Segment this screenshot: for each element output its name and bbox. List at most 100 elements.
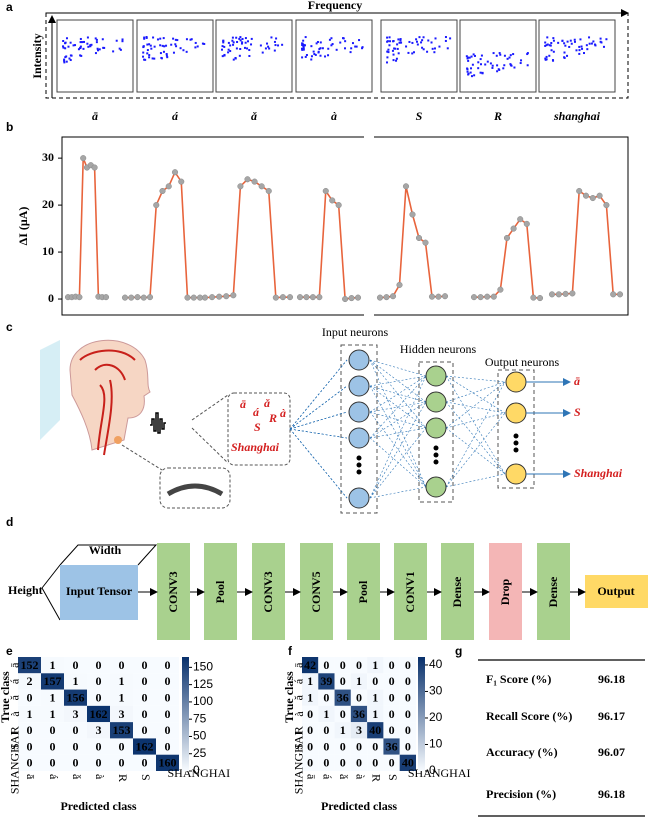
scatter-dot <box>411 52 414 55</box>
y-tick-label: 0 <box>48 291 54 305</box>
cell <box>133 673 156 690</box>
marker <box>435 293 442 300</box>
scatter-dot <box>143 58 146 61</box>
cell <box>302 689 319 706</box>
cell-label: 0 <box>307 756 313 770</box>
word: à <box>280 406 286 420</box>
scatter-dot <box>335 48 338 51</box>
scatter-dot <box>344 47 347 50</box>
cell-label: 0 <box>356 756 362 770</box>
marker <box>76 294 83 301</box>
cell-label: 0 <box>96 658 102 672</box>
scatter-dot <box>509 64 512 67</box>
cell-label: 156 <box>67 690 85 704</box>
marker <box>244 176 251 183</box>
colorbar-tick-label: 125 <box>193 677 213 691</box>
cell-label: 0 <box>372 739 378 753</box>
scatter-dot <box>227 48 230 51</box>
marker <box>134 294 141 301</box>
cell <box>41 754 64 771</box>
scatter-dot <box>579 38 582 41</box>
scatter-dot <box>508 56 511 59</box>
marker <box>165 183 172 190</box>
neuron <box>505 371 527 393</box>
scatter-dot <box>317 51 320 54</box>
word: á <box>253 405 260 419</box>
scatter-dot <box>69 41 72 44</box>
scatter-dot <box>473 74 476 77</box>
scatter-dot <box>95 38 98 41</box>
connection <box>369 375 427 387</box>
marker <box>569 290 576 297</box>
cell-label: 0 <box>405 690 411 704</box>
metric-name: Accuracy (%) <box>486 745 558 759</box>
scatter-dot <box>232 41 235 44</box>
cell-label: 0 <box>165 658 171 672</box>
line <box>474 218 541 299</box>
scatter-dot <box>351 42 354 45</box>
scatter-dot <box>421 39 424 42</box>
cell <box>18 689 41 706</box>
scatter-dot <box>94 52 97 55</box>
connection <box>289 359 348 430</box>
scatter-dot <box>156 38 159 41</box>
cell-label: 0 <box>165 690 171 704</box>
cell <box>334 722 351 739</box>
scatter-dot <box>354 45 357 48</box>
scatter-dot <box>386 56 389 59</box>
scatter-dot <box>243 46 246 49</box>
scatter-box <box>215 19 293 93</box>
y-tick-label: 30 <box>42 150 54 164</box>
scatter-dot <box>479 58 482 61</box>
layer-box <box>497 369 535 489</box>
scatter-dot <box>484 63 487 66</box>
scatter-dot <box>241 37 244 40</box>
marker <box>322 187 329 195</box>
scatter-dot <box>248 54 251 57</box>
scatter-dot <box>267 45 270 48</box>
connection <box>289 428 348 439</box>
scatter-dot <box>497 68 500 71</box>
marker <box>510 225 517 232</box>
scatter-dot <box>498 52 501 55</box>
layer-block <box>60 565 138 620</box>
scatter-dot <box>393 47 396 50</box>
scatter-dot <box>581 47 584 50</box>
cell <box>318 673 335 690</box>
x-tick-label: ā <box>24 774 38 780</box>
scatter-dot <box>444 39 447 42</box>
cell-label: 0 <box>73 658 79 672</box>
x-tick-label: á <box>47 774 61 780</box>
cell-label: 1 <box>323 707 329 721</box>
scatter-dot <box>302 44 305 47</box>
scatter-dot <box>231 36 234 39</box>
cell-label: 3 <box>119 707 125 721</box>
cell <box>110 738 133 755</box>
dim-label: Width <box>89 543 122 557</box>
marker <box>576 187 583 195</box>
y-tick-label: R <box>292 726 306 734</box>
scatter-dot <box>563 51 566 54</box>
marker <box>396 281 403 288</box>
cell-label: 1 <box>73 674 79 688</box>
scatter-dot <box>491 64 494 67</box>
scatter-dot <box>146 52 149 55</box>
cell <box>334 754 351 771</box>
scatter-dot <box>313 53 316 56</box>
scatter-dot <box>304 55 307 58</box>
scatter-dot <box>229 50 232 53</box>
scatter-dot <box>486 60 489 63</box>
marker <box>303 294 310 301</box>
scatter-dot <box>143 37 146 40</box>
cell-label: 0 <box>356 739 362 753</box>
cell-label: 40 <box>402 756 414 770</box>
marker <box>523 220 530 227</box>
scatter-dot <box>471 63 474 66</box>
cell <box>367 722 384 739</box>
panel-letter: f <box>288 644 293 658</box>
neuron <box>348 349 370 371</box>
scatter-dot <box>69 54 72 57</box>
scatter-dot <box>239 47 242 50</box>
y-tick-label: SHANGHAI <box>292 732 306 795</box>
scatter-dot <box>420 41 423 44</box>
